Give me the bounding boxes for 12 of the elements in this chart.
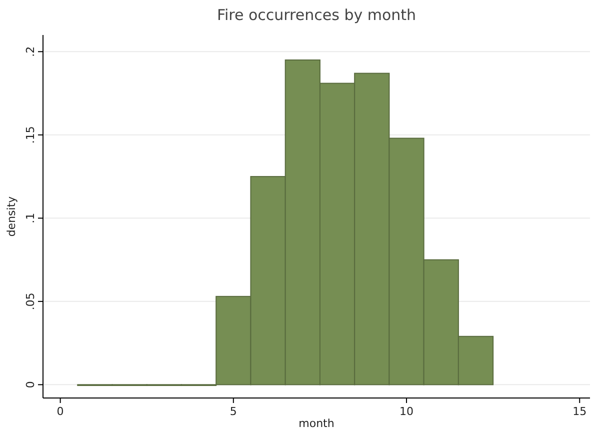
x-tick-label: 0 (56, 405, 64, 418)
x-tick-label: 5 (230, 405, 237, 418)
y-tick-label: .15 (24, 126, 37, 144)
y-tick-label: .1 (24, 212, 37, 224)
x-tick-label: 10 (400, 405, 414, 418)
x-tick-label: 15 (572, 405, 587, 418)
chart-title: Fire occurrences by month (216, 6, 416, 24)
y-axis-title: density (5, 196, 18, 237)
x-axis-title: month (298, 417, 334, 430)
y-tick-label: .05 (24, 292, 37, 310)
y-tick-label: .2 (24, 46, 37, 57)
y-tick-label: 0 (24, 381, 37, 388)
